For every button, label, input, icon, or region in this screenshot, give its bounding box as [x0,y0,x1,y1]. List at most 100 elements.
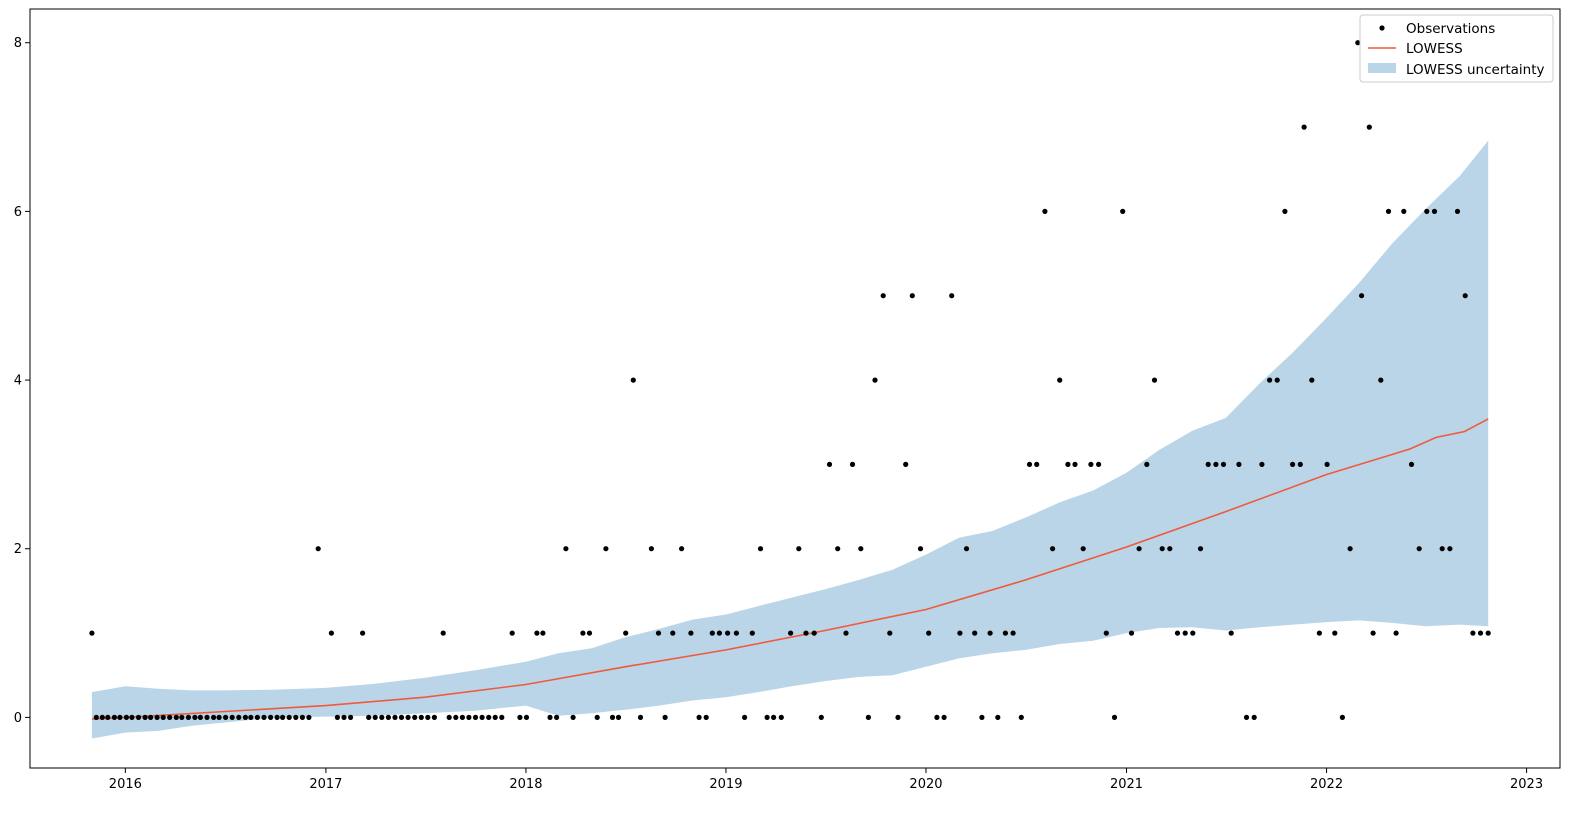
observation-point [179,714,185,721]
x-tick-label: 2020 [909,777,942,792]
observation-point [586,630,593,636]
observation-point [1355,40,1361,46]
observation-point [293,714,299,721]
observation-point [379,714,385,721]
observation-point [117,714,123,721]
legend-uncertainty-marker [1368,63,1396,73]
observation-point [1416,546,1422,552]
observation-point [348,714,354,721]
observation-point [540,630,546,636]
legend-box [1359,14,1554,83]
observation-point [778,714,784,721]
observation-point [492,714,498,721]
observation-point [963,546,970,552]
observation-point [1018,714,1024,721]
observation-point [749,630,755,636]
legend-uncertainty-label: LOWESS uncertainty [1406,62,1545,78]
observation-point [229,714,235,721]
observation-point [1477,630,1484,636]
observation-point [941,714,947,721]
observation-point [1267,377,1273,383]
observation-point [1103,630,1109,636]
observation-point [286,714,292,721]
observation-point [398,714,405,721]
observation-point [880,293,886,299]
observation-point [328,630,334,636]
observation-point [615,714,622,721]
observation-point [903,461,909,467]
observation-point [405,714,411,721]
x-tick-label: 2021 [1110,777,1143,792]
observation-point [1182,630,1188,636]
observation-point [1088,461,1094,467]
observation-point [637,714,644,721]
observation-point [957,630,963,636]
observation-point [1485,630,1491,636]
observation-point [843,630,849,636]
uncertainty-band-layer [91,140,1489,739]
observation-point [887,630,893,636]
observation-point [1057,377,1063,383]
observation-point [299,714,305,721]
observation-point [360,630,366,636]
y-tick-label: 6 [14,205,22,220]
lowess-line-layer [91,418,1489,720]
observation-point [197,714,203,721]
observation-point [418,714,424,721]
x-tick-label: 2017 [309,777,342,792]
observation-point [742,714,748,721]
observation-point [909,293,915,299]
observation-point [547,714,553,721]
observation-point [1159,546,1165,552]
observation-point [1096,461,1102,467]
observation-point [173,714,179,721]
observation-point [764,714,770,721]
observation-point [1339,714,1345,721]
observation-point [111,714,117,721]
observation-point [1309,377,1315,383]
observation-point [1190,630,1196,636]
observation-point [917,546,924,552]
observation-point [563,546,569,552]
observation-point [1393,630,1399,636]
observation-point [972,630,978,636]
observation-point [211,714,217,721]
observation-point [93,714,99,721]
observation-point [1424,208,1430,214]
observation-point [926,630,932,636]
observation-point [334,714,340,721]
observation-point [248,714,254,721]
observation-point [135,714,142,721]
observation-point [1243,714,1250,721]
observation-point [630,377,636,383]
observation-point [709,630,715,636]
observation-point [1431,208,1438,214]
observation-point [1042,208,1048,214]
observation-point [609,714,616,721]
observation-point [1378,377,1384,383]
observation-point [185,714,191,721]
observation-point [1447,546,1453,552]
observation-point [236,714,242,721]
observation-point [1274,377,1280,383]
observation-point [1324,461,1330,467]
observation-point [459,714,465,721]
legend-observations-label: Observations [1406,21,1495,37]
observation-point [771,714,777,721]
x-tick-label: 2022 [1310,777,1343,792]
legend-lowess-label: LOWESS [1406,41,1463,57]
observation-point [142,714,148,721]
observation-point [1359,293,1365,299]
x-axis: 2016 2017 2018 2019 2020 2021 2022 2023 [109,768,1543,792]
observation-point [366,714,372,721]
observation-point [1316,630,1322,636]
observation-point [1144,461,1150,467]
observation-point [818,714,824,721]
observation-point [1026,461,1033,467]
observation-point [216,714,222,721]
legend-observations-marker [1379,25,1385,31]
observation-point [154,714,160,721]
observation-point [1454,208,1461,214]
observation-point [788,630,794,636]
observation-point [1259,461,1265,467]
